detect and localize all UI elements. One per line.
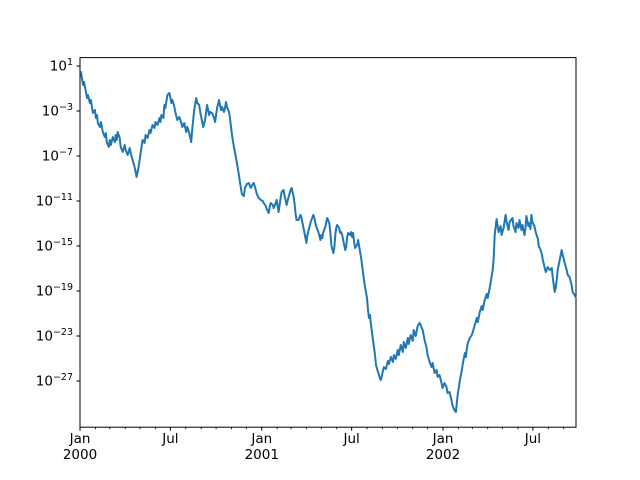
chart-line-random-walk [80,71,577,414]
x-axis-tick-label: Jan [432,431,454,447]
x-axis-tick-label: Jul [342,431,359,447]
y-axis-tick-label: 10−7 [42,147,73,165]
x-axis-tick-label: Jan [69,431,91,447]
y-axis-tick-label: 101 [50,57,73,75]
y-axis-tick-label: 10−11 [36,192,73,210]
x-axis-tick-label: Jan [250,431,272,447]
y-axis-tick-label: 10−19 [36,282,73,300]
x-axis-tick-label: Jul [161,431,178,447]
y-axis-tick-label: 10−23 [36,327,73,345]
x-axis-year-label: 2000 [63,447,97,463]
plot-border [79,57,577,428]
y-axis-tick-label: 10−15 [36,237,73,255]
y-axis-tick-label: 10−27 [36,372,73,390]
x-axis-year-label: 2001 [245,447,279,463]
x-axis-tick-label: Jul [524,431,541,447]
x-axis-year-label: 2002 [426,447,460,463]
y-axis-tick-label: 10−3 [42,102,73,120]
